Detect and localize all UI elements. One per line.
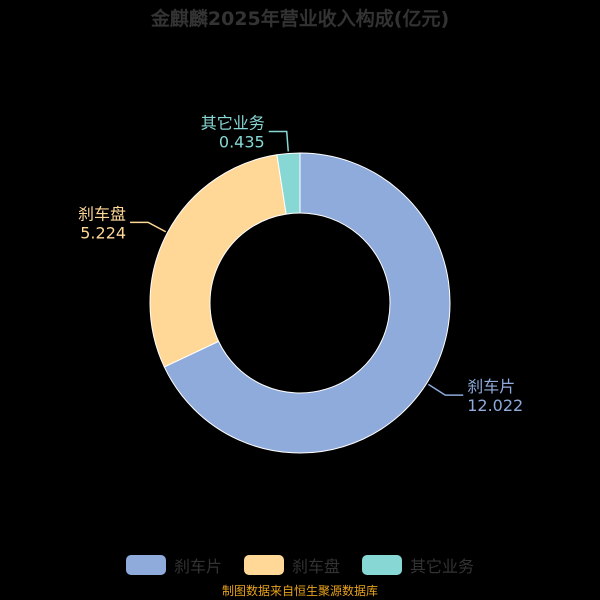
legend-label-brake-pad: 刹车片 xyxy=(173,557,222,576)
legend-item-brake-disc[interactable]: 刹车盘 xyxy=(243,553,340,577)
leader-line-other xyxy=(268,130,290,152)
legend-label-brake-disc: 刹车盘 xyxy=(291,557,340,576)
legend-item-other[interactable]: 其它业务 xyxy=(362,553,474,577)
legend: 刹车片 刹车盘 其它业务 xyxy=(0,553,600,577)
label-name-other: 其它业务 xyxy=(201,114,265,133)
leader-line-brake-pad xyxy=(427,383,464,396)
legend-label-other: 其它业务 xyxy=(410,557,475,576)
label-value-other: 0.435 xyxy=(219,133,265,152)
legend-item-brake-pad[interactable]: 刹车片 xyxy=(125,553,222,577)
slice-other[interactable] xyxy=(276,152,301,215)
legend-swatch-other xyxy=(362,555,402,575)
slice-brake-disc[interactable] xyxy=(149,154,287,368)
label-value-brake-disc: 5.224 xyxy=(80,223,126,242)
chart-title: 金麒麟2025年营业收入构成(亿元) xyxy=(150,8,450,30)
label-name-brake-pad: 刹车片 xyxy=(467,377,515,396)
source-note: 制图数据来自恒生聚源数据库 xyxy=(221,584,378,598)
legend-swatch-brake-disc xyxy=(243,555,284,575)
leader-line-brake-disc xyxy=(130,221,167,233)
legend-swatch-brake-pad xyxy=(125,555,166,575)
slice-brake-pad[interactable] xyxy=(163,152,451,454)
label-value-brake-pad: 12.022 xyxy=(467,396,523,415)
label-name-brake-disc: 刹车盘 xyxy=(78,204,126,223)
